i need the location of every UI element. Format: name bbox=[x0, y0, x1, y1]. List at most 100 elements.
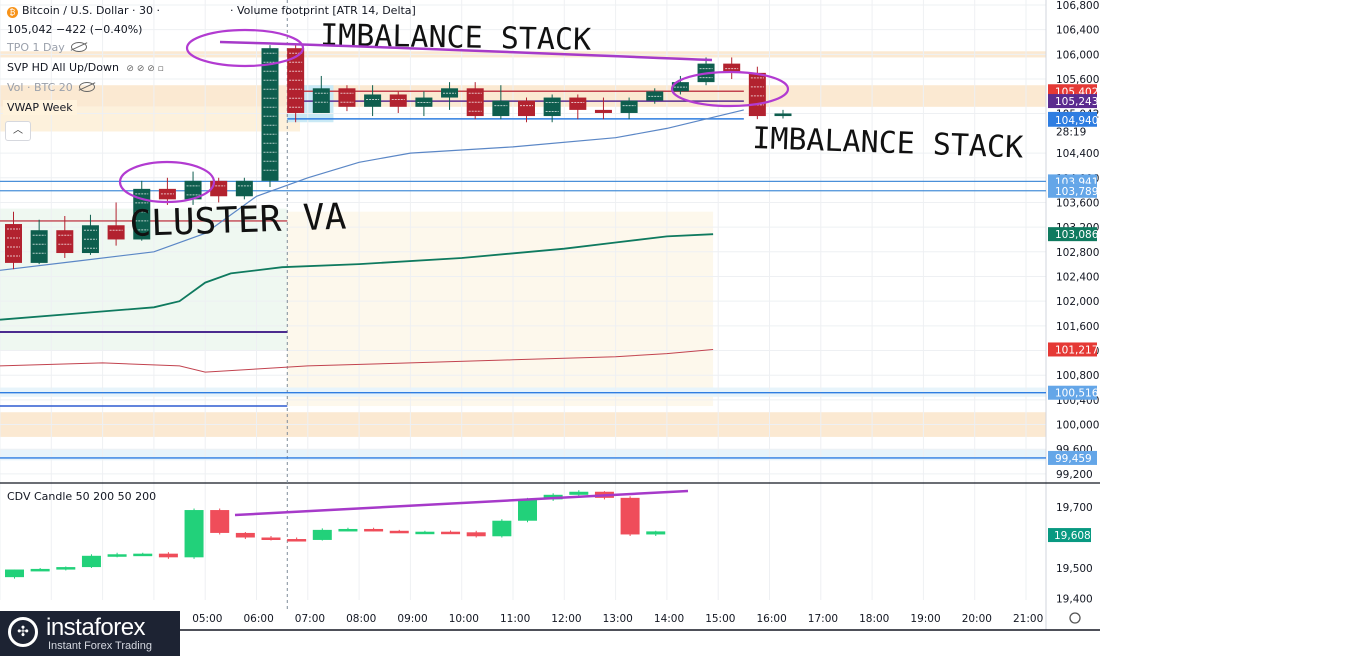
candle-body bbox=[492, 100, 510, 117]
legend-symbol[interactable]: ₿ Bitcoin / U.S. Dollar · 30 · bbox=[7, 4, 160, 18]
watermark-tagline: Instant Forex Trading bbox=[48, 640, 152, 652]
cdv-tick-label: 19,500 bbox=[1056, 563, 1093, 575]
candle-body bbox=[261, 48, 279, 181]
cdv-value-label: 19,608 bbox=[1054, 530, 1091, 542]
time-tick-label: 21:00 bbox=[1013, 613, 1043, 625]
annotation-text: IMBALANCE STACK bbox=[320, 18, 592, 58]
price-tick-label: 106,000 bbox=[1056, 49, 1099, 61]
trend-line bbox=[219, 40, 713, 62]
price-badge bbox=[1048, 450, 1097, 465]
candle-body bbox=[107, 225, 125, 240]
cdv-body bbox=[518, 499, 537, 521]
candle-body bbox=[594, 109, 612, 113]
chevron-up-icon[interactable]: ︿ bbox=[5, 121, 31, 141]
legend-indicator[interactable]: · Volume footprint [ATR 14, Delta] bbox=[230, 4, 416, 17]
watermark-brand: instaforex bbox=[46, 614, 146, 641]
legend-vwap[interactable]: VWAP Week bbox=[3, 100, 77, 115]
vwap-line bbox=[0, 109, 744, 271]
price-badge bbox=[1048, 342, 1097, 357]
candle-body bbox=[338, 88, 356, 107]
candle-body bbox=[133, 188, 151, 240]
price-badge-label: 99,459 bbox=[1055, 453, 1092, 465]
time-tick-label: 15:00 bbox=[705, 613, 735, 625]
cdv-body bbox=[492, 520, 512, 537]
price-badge bbox=[1048, 385, 1097, 400]
time-tick-label: 06:00 bbox=[244, 613, 274, 625]
annotation-text: CLUSTER VA bbox=[129, 196, 347, 245]
highlight-ellipse bbox=[670, 70, 790, 108]
time-tick-label: 07:00 bbox=[295, 613, 325, 625]
candle-body bbox=[569, 97, 587, 110]
cdv-body bbox=[646, 531, 666, 535]
cdv-body bbox=[620, 497, 640, 535]
price-tick-label: 99,200 bbox=[1056, 469, 1093, 481]
time-tick-label: 20:00 bbox=[962, 613, 992, 625]
instaforex-watermark: ✣ instaforex Instant Forex Trading bbox=[0, 611, 180, 656]
candle-body bbox=[543, 97, 561, 117]
cdv-body bbox=[261, 537, 281, 540]
svp-label: SVP HD All Up/Down bbox=[7, 61, 119, 74]
cdv-body bbox=[364, 528, 384, 532]
time-tick-label: 10:00 bbox=[449, 613, 479, 625]
svp-values: ⊘ ⊘ ⊘ ▫ bbox=[126, 64, 164, 74]
vwap-upper-band bbox=[0, 233, 714, 321]
eye-hidden-icon[interactable] bbox=[78, 82, 95, 92]
candle-body bbox=[748, 72, 766, 117]
price-badge bbox=[1048, 94, 1097, 109]
time-tick-label: 12:00 bbox=[551, 613, 581, 625]
cdv-body bbox=[81, 555, 101, 568]
time-tick-label: 17:00 bbox=[808, 613, 838, 625]
cdv-value-badge bbox=[1048, 528, 1091, 543]
candle-body bbox=[389, 94, 407, 107]
cdv-body bbox=[235, 532, 255, 538]
cdv-body bbox=[569, 491, 589, 495]
candle-body bbox=[56, 230, 74, 254]
price-badge bbox=[1048, 112, 1097, 127]
legend-svp[interactable]: SVP HD All Up/Down ⊘ ⊘ ⊘ ▫ bbox=[7, 61, 164, 74]
candle-body bbox=[364, 94, 382, 107]
price-tick-label: 101,600 bbox=[1056, 321, 1099, 333]
cdv-body bbox=[184, 510, 204, 558]
price-tick-label: 100,000 bbox=[1056, 420, 1099, 432]
price-badge-label: 100,516 bbox=[1055, 388, 1099, 400]
cdv-body bbox=[338, 528, 358, 532]
highlight-ellipse bbox=[118, 160, 216, 204]
cdv-body bbox=[312, 529, 332, 540]
price-badge-label: 103,789 bbox=[1055, 186, 1098, 198]
price-badge bbox=[1048, 183, 1097, 198]
price-tick-label: 100,800 bbox=[1056, 370, 1099, 382]
time-tick-label: 18:00 bbox=[859, 613, 889, 625]
price-tick-label: 103,600 bbox=[1056, 197, 1099, 209]
candle-body bbox=[30, 230, 48, 263]
price-badge-label: 104,940 bbox=[1055, 115, 1098, 127]
legend-vol[interactable]: Vol · BTC 20 bbox=[7, 81, 95, 94]
candle-body bbox=[518, 100, 535, 117]
cdv-body bbox=[389, 530, 409, 534]
cdv-body bbox=[107, 554, 127, 557]
legend-tpo[interactable]: TPO 1 Day bbox=[7, 41, 87, 54]
price-tick-label: 102,400 bbox=[1056, 271, 1099, 283]
cdv-tick-label: 19,400 bbox=[1056, 594, 1093, 606]
cdv-body bbox=[30, 568, 50, 572]
eye-hidden-icon[interactable] bbox=[70, 42, 87, 52]
price-change: −422 (−0.40%) bbox=[56, 23, 143, 36]
price-badge-label: 101,217 bbox=[1055, 344, 1098, 356]
price-tick-label: 106,400 bbox=[1056, 25, 1099, 37]
time-tick-label: 19:00 bbox=[910, 613, 940, 625]
price-tick-label: 106,800 bbox=[1056, 0, 1099, 12]
symbol-label: Bitcoin / U.S. Dollar · 30 · bbox=[22, 4, 160, 17]
cdv-title[interactable]: CDV Candle 50 200 50 200 bbox=[7, 490, 157, 503]
cdv-body bbox=[466, 532, 486, 537]
price-value: 105,042 bbox=[7, 23, 53, 36]
candle-body bbox=[312, 88, 330, 113]
bitcoin-icon: ₿ bbox=[7, 7, 18, 18]
cdv-body bbox=[5, 569, 24, 578]
candle-body bbox=[235, 180, 253, 197]
demand-zone bbox=[0, 449, 1046, 461]
countdown-label: 28:19 bbox=[1056, 126, 1086, 138]
time-tick-label: 08:00 bbox=[346, 613, 376, 625]
instaforex-logo-icon: ✣ bbox=[8, 617, 38, 647]
price-tick-label: 104,400 bbox=[1056, 148, 1099, 160]
